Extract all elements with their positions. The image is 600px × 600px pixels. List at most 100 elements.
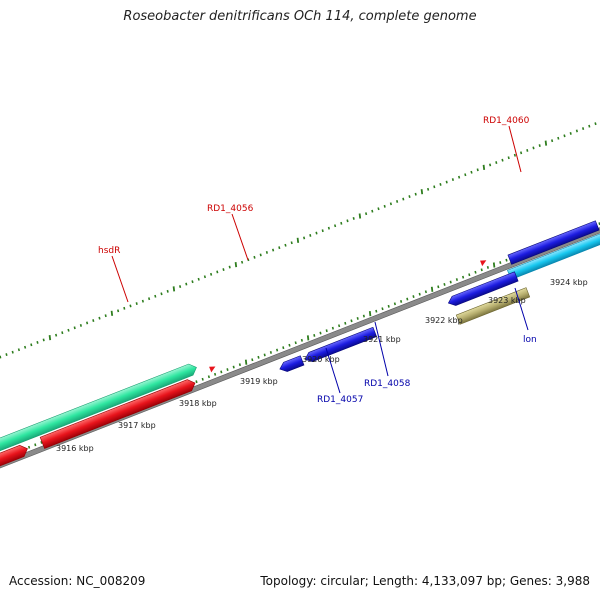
minor-tick bbox=[241, 260, 244, 264]
minor-tick bbox=[309, 234, 312, 237]
minor-tick bbox=[334, 224, 337, 228]
minor-tick bbox=[470, 170, 473, 174]
gene-RD1_4060-marker[interactable] bbox=[480, 258, 488, 267]
gene-label-RD1_4057[interactable]: RD1_4057 bbox=[317, 395, 363, 405]
minor-tick bbox=[232, 365, 235, 369]
minor-tick bbox=[222, 268, 225, 271]
minor-tick bbox=[154, 294, 157, 298]
minor-tick bbox=[499, 261, 502, 264]
gene-RD1_4056-marker[interactable] bbox=[209, 365, 217, 373]
minor-tick bbox=[352, 217, 355, 220]
gene-RD1_4058-arrow[interactable] bbox=[303, 326, 378, 364]
minor-tick bbox=[34, 443, 37, 447]
minor-tick bbox=[443, 283, 446, 286]
minor-tick bbox=[269, 351, 272, 354]
minor-tick bbox=[437, 285, 440, 289]
gene-lon-arrow[interactable] bbox=[447, 271, 519, 308]
minor-tick bbox=[294, 341, 297, 345]
minor-tick bbox=[272, 248, 275, 252]
minor-tick bbox=[462, 275, 465, 279]
minor-tick bbox=[129, 304, 132, 308]
tick-label: 3919 kbp bbox=[240, 377, 278, 386]
minor-tick bbox=[265, 251, 268, 254]
gene-hsdR-arrow[interactable] bbox=[0, 362, 199, 454]
gene-label-lon[interactable]: lon bbox=[523, 335, 537, 345]
tick-label: 3923 kbp bbox=[488, 296, 526, 305]
major-tick bbox=[492, 262, 496, 268]
minor-tick bbox=[220, 370, 223, 374]
tick-label: 3922 kbp bbox=[425, 316, 463, 325]
minor-tick bbox=[427, 187, 430, 191]
minor-tick bbox=[346, 219, 349, 223]
minor-tick bbox=[276, 348, 279, 352]
minor-tick bbox=[160, 292, 163, 296]
minor-tick bbox=[0, 355, 2, 359]
minor-tick bbox=[418, 292, 421, 296]
minor-tick bbox=[315, 231, 318, 235]
gene-label-RD1_4058[interactable]: RD1_4058 bbox=[364, 379, 411, 389]
gene-blue-arrow-top-right[interactable] bbox=[507, 220, 600, 265]
minor-tick bbox=[507, 156, 510, 160]
minor-tick bbox=[331, 326, 334, 330]
gene-RD1_4057-arrow[interactable] bbox=[278, 355, 305, 374]
minor-tick bbox=[104, 314, 107, 318]
minor-tick bbox=[406, 297, 409, 301]
minor-tick bbox=[389, 202, 392, 206]
minor-tick bbox=[98, 316, 101, 320]
minor-tick bbox=[216, 270, 219, 274]
hsdR-callout-line bbox=[111, 255, 129, 303]
major-tick bbox=[244, 359, 248, 365]
minor-tick bbox=[300, 338, 303, 342]
major-tick bbox=[172, 286, 176, 292]
map-title: Roseobacter denitrificans OCh 114, compl… bbox=[123, 9, 477, 24]
minor-tick bbox=[445, 180, 448, 184]
minor-tick bbox=[210, 272, 213, 276]
gene-label-RD1_4060[interactable]: RD1_4060 bbox=[483, 116, 530, 126]
minor-tick bbox=[400, 300, 403, 303]
minor-tick bbox=[259, 253, 262, 257]
gene-tan-arrow[interactable] bbox=[455, 287, 531, 325]
minor-tick bbox=[251, 358, 254, 362]
gene-red-arrow-short[interactable] bbox=[0, 443, 30, 474]
minor-tick bbox=[468, 273, 471, 277]
minor-tick bbox=[563, 134, 566, 138]
minor-tick bbox=[377, 207, 380, 211]
major-tick bbox=[430, 286, 434, 292]
minor-tick bbox=[321, 229, 324, 233]
RD1_4056-callout-line bbox=[231, 213, 249, 261]
major-tick bbox=[296, 237, 300, 243]
minor-tick bbox=[263, 353, 266, 357]
minor-tick bbox=[40, 441, 43, 444]
gene-label-RD1_4056[interactable]: RD1_4056 bbox=[207, 204, 254, 214]
minor-tick bbox=[24, 345, 27, 349]
minor-tick bbox=[532, 146, 535, 150]
tick-label: 3917 kbp bbox=[118, 421, 156, 430]
minor-tick bbox=[203, 275, 206, 279]
minor-tick bbox=[495, 161, 498, 164]
minor-tick bbox=[79, 324, 82, 327]
minor-tick bbox=[350, 319, 353, 323]
major-tick bbox=[368, 310, 372, 317]
RD1_4057-callout-line bbox=[325, 347, 341, 394]
minor-tick bbox=[195, 380, 198, 384]
minor-tick bbox=[319, 331, 322, 335]
minor-tick bbox=[92, 319, 95, 322]
minor-tick bbox=[148, 297, 151, 301]
minor-tick bbox=[86, 321, 89, 325]
tick-label: 3924 kbp bbox=[550, 278, 588, 287]
minor-tick bbox=[191, 280, 194, 284]
minor-tick bbox=[30, 343, 33, 347]
gene-label-hsdR[interactable]: hsdR bbox=[98, 246, 120, 256]
minor-tick bbox=[135, 302, 138, 305]
minor-tick bbox=[356, 317, 359, 320]
minor-tick bbox=[569, 132, 572, 135]
minor-tick bbox=[396, 200, 399, 203]
gene-red-arrow-long[interactable] bbox=[39, 377, 197, 449]
minor-tick bbox=[538, 144, 541, 147]
minor-tick bbox=[513, 153, 516, 157]
minor-tick bbox=[486, 266, 489, 269]
minor-tick bbox=[362, 314, 365, 318]
minor-tick bbox=[313, 334, 316, 337]
minor-tick bbox=[42, 338, 45, 342]
